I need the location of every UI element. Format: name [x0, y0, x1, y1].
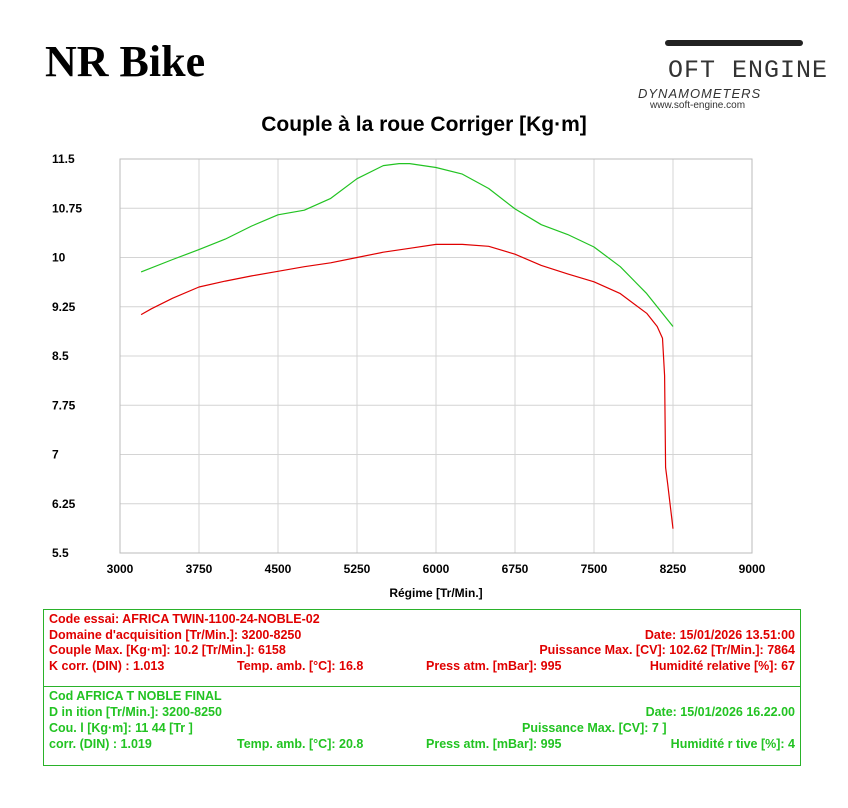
x-tick-label: 8250 — [660, 562, 687, 576]
run1-date: Date: 15/01/2026 13.51:00 — [644, 628, 795, 642]
y-tick-label: 6.25 — [52, 497, 76, 511]
run2-puissance-max: Puissance Max. [CV]: 7 ] — [522, 721, 667, 735]
run2-humidity: Humidité r tive [%]: 4 — [670, 737, 795, 751]
x-tick-label: 3750 — [186, 562, 213, 576]
run1-humidity: Humidité relative [%]: 67 — [649, 659, 795, 673]
run1-info-box: Code essai: AFRICA TWIN-1100-24-NOBLE-02… — [43, 609, 801, 687]
y-tick-label: 8.5 — [52, 349, 69, 363]
run1-domain: Domaine d'acquisition [Tr/Min.]: 3200-82… — [49, 628, 302, 642]
run2-domain: D in ition [Tr/Min.]: 3200-8250 — [49, 705, 222, 719]
x-tick-label: 7500 — [581, 562, 608, 576]
run2-info-box: Cod AFRICA T NOBLE FINAL D in ition [Tr/… — [43, 686, 801, 766]
x-tick-label: 9000 — [739, 562, 766, 576]
run2-date: Date: 15/01/2026 16.22.00 — [645, 705, 795, 719]
x-tick-label: 3000 — [107, 562, 134, 576]
run1-puissance-max: Puissance Max. [CV]: 102.62 [Tr/Min.]: 7… — [539, 643, 795, 657]
logo-name: OFT ENGINE — [668, 56, 829, 85]
run1-temp: Temp. amb. [°C]: 16.8 — [237, 659, 364, 673]
run2-code: Cod AFRICA T NOBLE FINAL — [49, 689, 222, 703]
run2-k-corr: corr. (DIN) : 1.019 — [49, 737, 152, 751]
torque-chart: 3000 3750 4500 5250 6000 6750 7500 8250 9000 11.5… — [52, 152, 766, 600]
brand-title: NR Bike — [45, 37, 206, 86]
run1-press: Press atm. [mBar]: 995 — [426, 659, 562, 673]
run1-couple-max: Couple Max. [Kg·m]: 10.2 [Tr/Min.]: 6158 — [49, 643, 286, 657]
y-tick-label: 9.25 — [52, 300, 76, 314]
run2-press: Press atm. [mBar]: 995 — [426, 737, 562, 751]
x-axis-label: Régime [Tr/Min.] — [389, 586, 482, 600]
plot-frame — [119, 158, 753, 554]
y-tick-label: 10.75 — [52, 201, 82, 215]
logo-swoosh — [665, 40, 803, 46]
y-tick-label: 7 — [52, 448, 59, 462]
run1-code: Code essai: AFRICA TWIN-1100-24-NOBLE-02 — [49, 612, 320, 626]
logo-url: www.soft-engine.com — [650, 100, 746, 111]
run2-couple-max: Cou. l [Kg·m]: 11 44 [Tr ] — [49, 721, 193, 735]
chart-title: Couple à la roue Corriger [Kg·m] — [261, 113, 587, 136]
y-tick-label: 10 — [52, 251, 66, 265]
y-tick-label: 11.5 — [52, 152, 75, 166]
x-tick-label: 6750 — [502, 562, 529, 576]
series-line-red — [140, 243, 674, 529]
y-tick-label: 7.75 — [52, 398, 76, 412]
run2-temp: Temp. amb. [°C]: 20.8 — [237, 737, 364, 751]
x-tick-label: 5250 — [344, 562, 371, 576]
x-tick-label: 6000 — [423, 562, 450, 576]
run1-k-corr: K corr. (DIN) : 1.013 — [49, 659, 165, 673]
series-line-green — [140, 163, 674, 327]
soft-engine-logo: OFT ENGINE DYNAMOMETERS www.soft-engine.… — [580, 38, 827, 113]
logo-tagline: DYNAMOMETERS — [638, 86, 762, 101]
x-tick-label: 4500 — [265, 562, 292, 576]
y-tick-label: 5.5 — [52, 546, 69, 560]
